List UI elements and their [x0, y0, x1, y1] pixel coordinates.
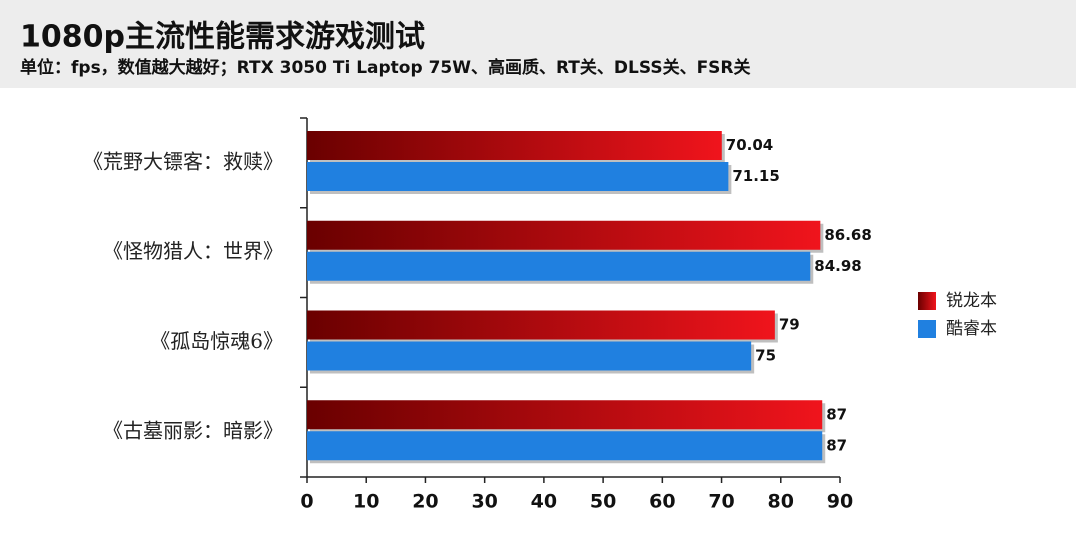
chart-title: 1080p主流性能需求游戏测试	[20, 20, 425, 55]
legend-swatch	[918, 320, 936, 338]
x-tick-label: 80	[768, 491, 794, 513]
legend-label: 酷睿本	[946, 319, 997, 339]
x-tick-label: 0	[300, 491, 313, 513]
x-tick-label: 60	[649, 491, 675, 513]
value-label: 79	[779, 316, 800, 334]
bar	[307, 251, 811, 281]
value-label: 70.04	[726, 136, 773, 154]
bar	[307, 162, 729, 191]
bar	[307, 431, 823, 461]
value-label: 86.68	[824, 226, 871, 244]
y-tick-label: 《荒野大镖客：救赎》	[83, 149, 283, 173]
chart-subtitle: 单位：fps，数值越大越好；RTX 3050 Ti Laptop 75W、高画质…	[20, 57, 751, 78]
header-bg	[0, 0, 1076, 88]
bar	[307, 341, 752, 371]
value-label: 87	[826, 405, 847, 423]
legend-swatch	[918, 292, 936, 310]
x-tick-label: 30	[471, 491, 497, 513]
y-tick-label: 《怪物猎人：世界》	[103, 239, 283, 263]
value-label: 84.98	[814, 257, 861, 275]
bar	[307, 220, 821, 250]
bar	[307, 400, 823, 430]
y-tick-label: 《孤岛惊魂6》	[150, 329, 283, 353]
x-tick-label: 90	[827, 491, 853, 513]
y-tick-label: 《古墓丽影：暗影》	[103, 419, 283, 443]
bar	[307, 310, 775, 340]
x-tick-label: 20	[412, 491, 438, 513]
x-tick-label: 40	[531, 491, 557, 513]
legend-label: 锐龙本	[946, 291, 997, 311]
value-label: 75	[755, 347, 776, 365]
x-tick-label: 50	[590, 491, 616, 513]
value-label: 71.15	[732, 167, 779, 185]
value-label: 87	[826, 436, 847, 454]
x-tick-label: 70	[708, 491, 734, 513]
x-tick-label: 10	[353, 491, 379, 513]
bar	[307, 131, 722, 160]
